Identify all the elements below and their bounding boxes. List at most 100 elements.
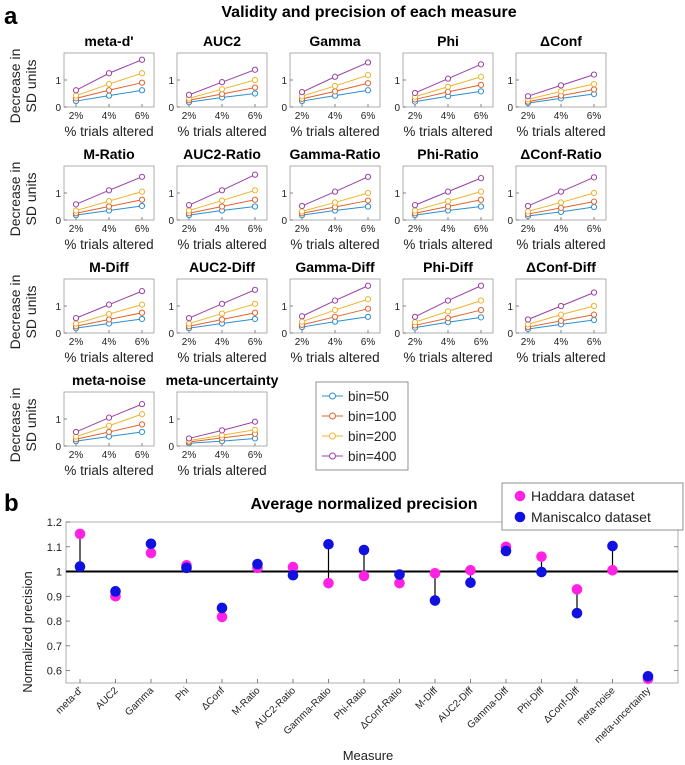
y-tick-label: 0.9	[47, 591, 62, 603]
y-tick-label: 0.6	[47, 666, 62, 678]
data-point	[590, 311, 598, 318]
data-point	[364, 203, 372, 210]
data-point	[138, 421, 146, 428]
subplot: ΔConf 0 1 2% 4% 6% % trials altered	[507, 33, 607, 139]
x-tick-label: 2%	[408, 337, 423, 348]
maniscalco-point	[323, 538, 334, 550]
subplot-xlabel: % trials altered	[516, 350, 605, 365]
subplot: Phi-Diff 0 1 2% 4% 6% % trials altered	[394, 259, 494, 365]
data-point	[590, 316, 598, 324]
haddara-point	[216, 611, 228, 623]
x-tick-label: 6%	[248, 450, 263, 461]
data-point	[251, 286, 259, 293]
subplot: Gamma-Ratio 0 1 2% 4% 6% % trials altered	[281, 146, 380, 252]
data-point	[477, 314, 485, 321]
data-point	[477, 88, 485, 95]
maniscalco-point	[536, 566, 547, 578]
data-point	[105, 70, 113, 77]
x-tick-label: Phi-Diff	[516, 685, 547, 716]
subplot-xlabel: % trials altered	[403, 124, 492, 139]
y-tick-label: 1.1	[47, 542, 62, 554]
data-point	[298, 202, 306, 210]
data-point	[185, 202, 193, 209]
x-tick-label: 4%	[102, 337, 117, 348]
data-point	[331, 306, 339, 314]
x-tick-label: 2%	[295, 111, 310, 122]
x-tick-label: 2%	[182, 111, 197, 122]
subplot: ΔConf-Diff 0 1 2% 4% 6% % trials altered	[507, 259, 607, 365]
subplot: Phi 0 1 2% 4% 6% % trials altered	[394, 33, 494, 139]
x-tick-label: 2%	[295, 224, 310, 235]
data-point	[251, 196, 259, 203]
data-point	[138, 401, 146, 408]
subplot-title: ΔConf-Ratio	[520, 146, 602, 162]
data-point	[138, 56, 146, 63]
panel-b-label: b	[4, 490, 19, 517]
x-tick-label: AUC2	[94, 685, 121, 712]
x-tick-label: 6%	[587, 337, 602, 348]
subplot-title: M-Diff	[89, 259, 129, 275]
x-tick-label: 4%	[215, 450, 230, 461]
data-point	[364, 282, 372, 289]
data-point	[251, 300, 259, 307]
data-point	[251, 76, 259, 84]
data-point	[364, 80, 372, 87]
x-tick-label: 6%	[361, 224, 376, 235]
data-point	[105, 80, 113, 88]
y-tick-label: 0	[394, 216, 400, 227]
data-point	[411, 89, 419, 97]
subplot: AUC2-Ratio 0 1 2% 4% 6% % trials altered	[168, 146, 268, 252]
legend-entry: bin=200	[348, 429, 396, 444]
x-tick-label: 4%	[215, 337, 230, 348]
data-point	[298, 313, 306, 320]
data-point	[251, 309, 259, 316]
y-axis-label: Decrease in	[7, 275, 23, 350]
haddara-point	[429, 567, 441, 579]
x-tick-label: 4%	[441, 337, 456, 348]
subplot-xlabel: % trials altered	[177, 237, 266, 252]
subplot: AUC2 0 1 2% 4% 6% % trials altered	[168, 33, 268, 139]
subplot: Phi-Ratio 0 1 2% 4% 6% % trials altered	[394, 146, 494, 252]
data-point	[477, 203, 485, 210]
x-tick-label: 6%	[135, 111, 150, 122]
x-tick-label: 4%	[102, 224, 117, 235]
x-tick-label: 6%	[474, 224, 489, 235]
subplot-xlabel: % trials altered	[403, 350, 492, 365]
x-tick-label: meta-d'	[54, 685, 85, 716]
data-point	[590, 289, 598, 296]
legend-marker	[329, 392, 336, 400]
data-point	[477, 188, 485, 195]
y-tick-label: 1	[168, 189, 174, 200]
haddara-point	[358, 570, 370, 582]
panel-a-legend: bin=50 bin=100 bin=200 bin=400	[315, 381, 409, 471]
data-point	[251, 203, 259, 210]
y-tick-label: 1	[55, 189, 61, 200]
x-tick-label: 4%	[554, 224, 569, 235]
subplot-xlabel: % trials altered	[516, 124, 605, 139]
y-tick-label: 1.2	[47, 517, 62, 529]
panel-b-chart: 0.6 0.7 0.8 0.9 1 1.1 1.2 meta-d' AUC2 Gamma Phi ΔC…	[47, 482, 684, 746]
data-point	[590, 198, 598, 205]
haddara-point	[571, 584, 583, 595]
y-tick-label: 1	[168, 302, 174, 313]
data-point	[105, 422, 113, 429]
data-point	[557, 311, 565, 318]
data-point	[105, 316, 113, 323]
x-tick-label: 2%	[521, 224, 536, 235]
data-point	[477, 196, 485, 203]
y-axis-label: SD units	[23, 286, 39, 339]
y-tick-label: 1	[168, 76, 174, 87]
subplot-title: meta-d'	[84, 33, 133, 49]
maniscalco-point	[216, 602, 228, 614]
y-tick-label: 1	[394, 189, 400, 200]
data-point	[364, 305, 372, 312]
data-point	[444, 308, 452, 315]
subplot-xlabel: % trials altered	[290, 124, 379, 139]
data-point	[298, 208, 306, 215]
y-tick-label: 0	[168, 442, 174, 453]
data-point	[218, 316, 226, 323]
legend-entry: bin=50	[348, 389, 389, 404]
subplot-xlabel: % trials altered	[177, 350, 266, 365]
data-point	[590, 71, 598, 78]
data-point	[251, 418, 259, 425]
